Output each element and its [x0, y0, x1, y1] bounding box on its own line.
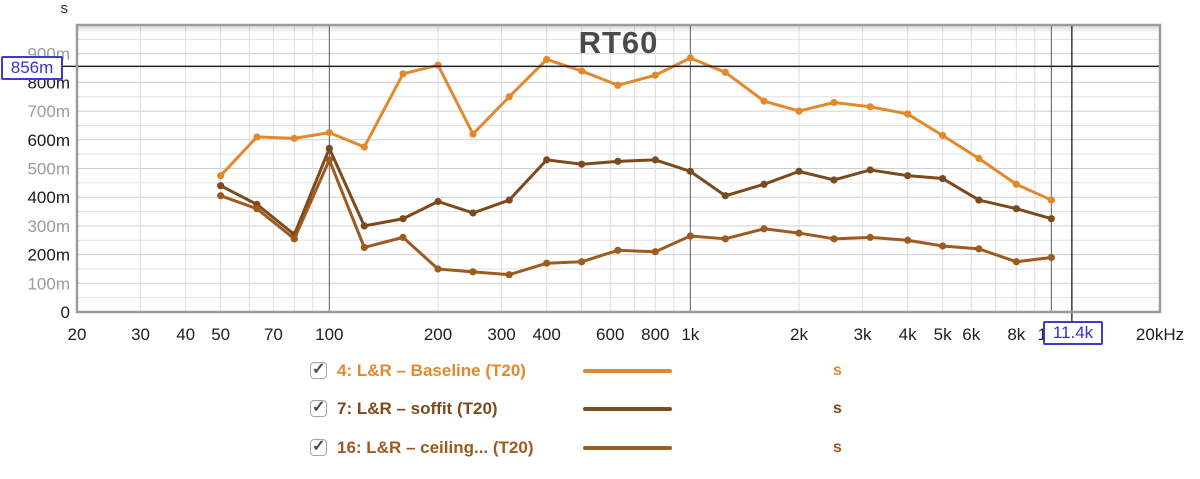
svg-text:500m: 500m: [27, 160, 70, 179]
svg-text:200m: 200m: [27, 246, 70, 265]
svg-text:600: 600: [596, 325, 624, 344]
svg-text:70: 70: [264, 325, 283, 344]
svg-text:700m: 700m: [27, 102, 70, 121]
svg-text:0: 0: [61, 303, 70, 322]
legend-item-baseline: ✓ 4: L&R – Baseline (T20) s: [0, 361, 1200, 382]
svg-text:5k: 5k: [934, 325, 952, 344]
svg-text:400: 400: [532, 325, 560, 344]
legend-swatch-ceiling: [583, 446, 672, 450]
svg-text:3k: 3k: [854, 325, 872, 344]
svg-text:300m: 300m: [27, 217, 70, 236]
svg-text:4k: 4k: [899, 325, 917, 344]
legend-checkbox-soffit[interactable]: ✓: [310, 399, 327, 417]
series-0: [217, 54, 1055, 204]
svg-text:30: 30: [131, 325, 150, 344]
plot-border: [75, 23, 1162, 314]
svg-text:20: 20: [68, 325, 87, 344]
svg-text:40: 40: [176, 325, 195, 344]
svg-text:600m: 600m: [27, 131, 70, 150]
checkmark-icon: ✓: [312, 399, 326, 416]
svg-text:8k: 8k: [1007, 325, 1025, 344]
legend-item-ceiling: ✓ 16: L&R – ceiling... (T20) s: [0, 438, 1200, 459]
svg-text:6k: 6k: [962, 325, 980, 344]
legend-swatch-baseline: [583, 369, 672, 373]
legend-label-soffit: 7: L&R – soffit (T20): [337, 399, 498, 418]
svg-text:200: 200: [424, 325, 452, 344]
legend-swatch-soffit: [583, 407, 672, 411]
legend-item-soffit: ✓ 7: L&R – soffit (T20) s: [0, 399, 1200, 420]
gridlines-minor: [76, 25, 1160, 312]
svg-text:100: 100: [315, 325, 343, 344]
series-1: [217, 144, 1055, 239]
svg-text:100m: 100m: [27, 274, 70, 293]
legend-unit-soffit: s: [833, 400, 842, 417]
cursor-lines: [63, 25, 1160, 323]
legend-unit-baseline: s: [833, 362, 842, 379]
svg-text:800: 800: [641, 325, 669, 344]
legend-checkbox-ceiling[interactable]: ✓: [310, 438, 327, 456]
svg-text:1k: 1k: [681, 325, 699, 344]
series-2: [217, 156, 1055, 279]
cursor-x-readout: 11.4k: [1043, 321, 1103, 345]
checkmark-icon: ✓: [312, 438, 326, 455]
cursor-y-readout: 856m: [1, 56, 63, 80]
legend-label-baseline: 4: L&R – Baseline (T20): [337, 361, 526, 380]
svg-text:300: 300: [487, 325, 515, 344]
legend-unit-ceiling: s: [833, 439, 842, 456]
svg-text:2k: 2k: [790, 325, 808, 344]
checkmark-icon: ✓: [312, 361, 326, 378]
svg-text:400m: 400m: [27, 188, 70, 207]
svg-text:20kHz: 20kHz: [1136, 325, 1184, 344]
x-axis-tick-labels: 20 30 40 50 70 100 200 300 400 600 800 1k 2k 3k 4k 5k 6k…: [68, 325, 1185, 344]
legend-label-ceiling: 16: L&R – ceiling... (T20): [337, 438, 534, 457]
y-axis-unit-label: s: [60, 0, 69, 17]
legend-checkbox-baseline[interactable]: ✓: [310, 361, 327, 379]
svg-text:50: 50: [211, 325, 230, 344]
